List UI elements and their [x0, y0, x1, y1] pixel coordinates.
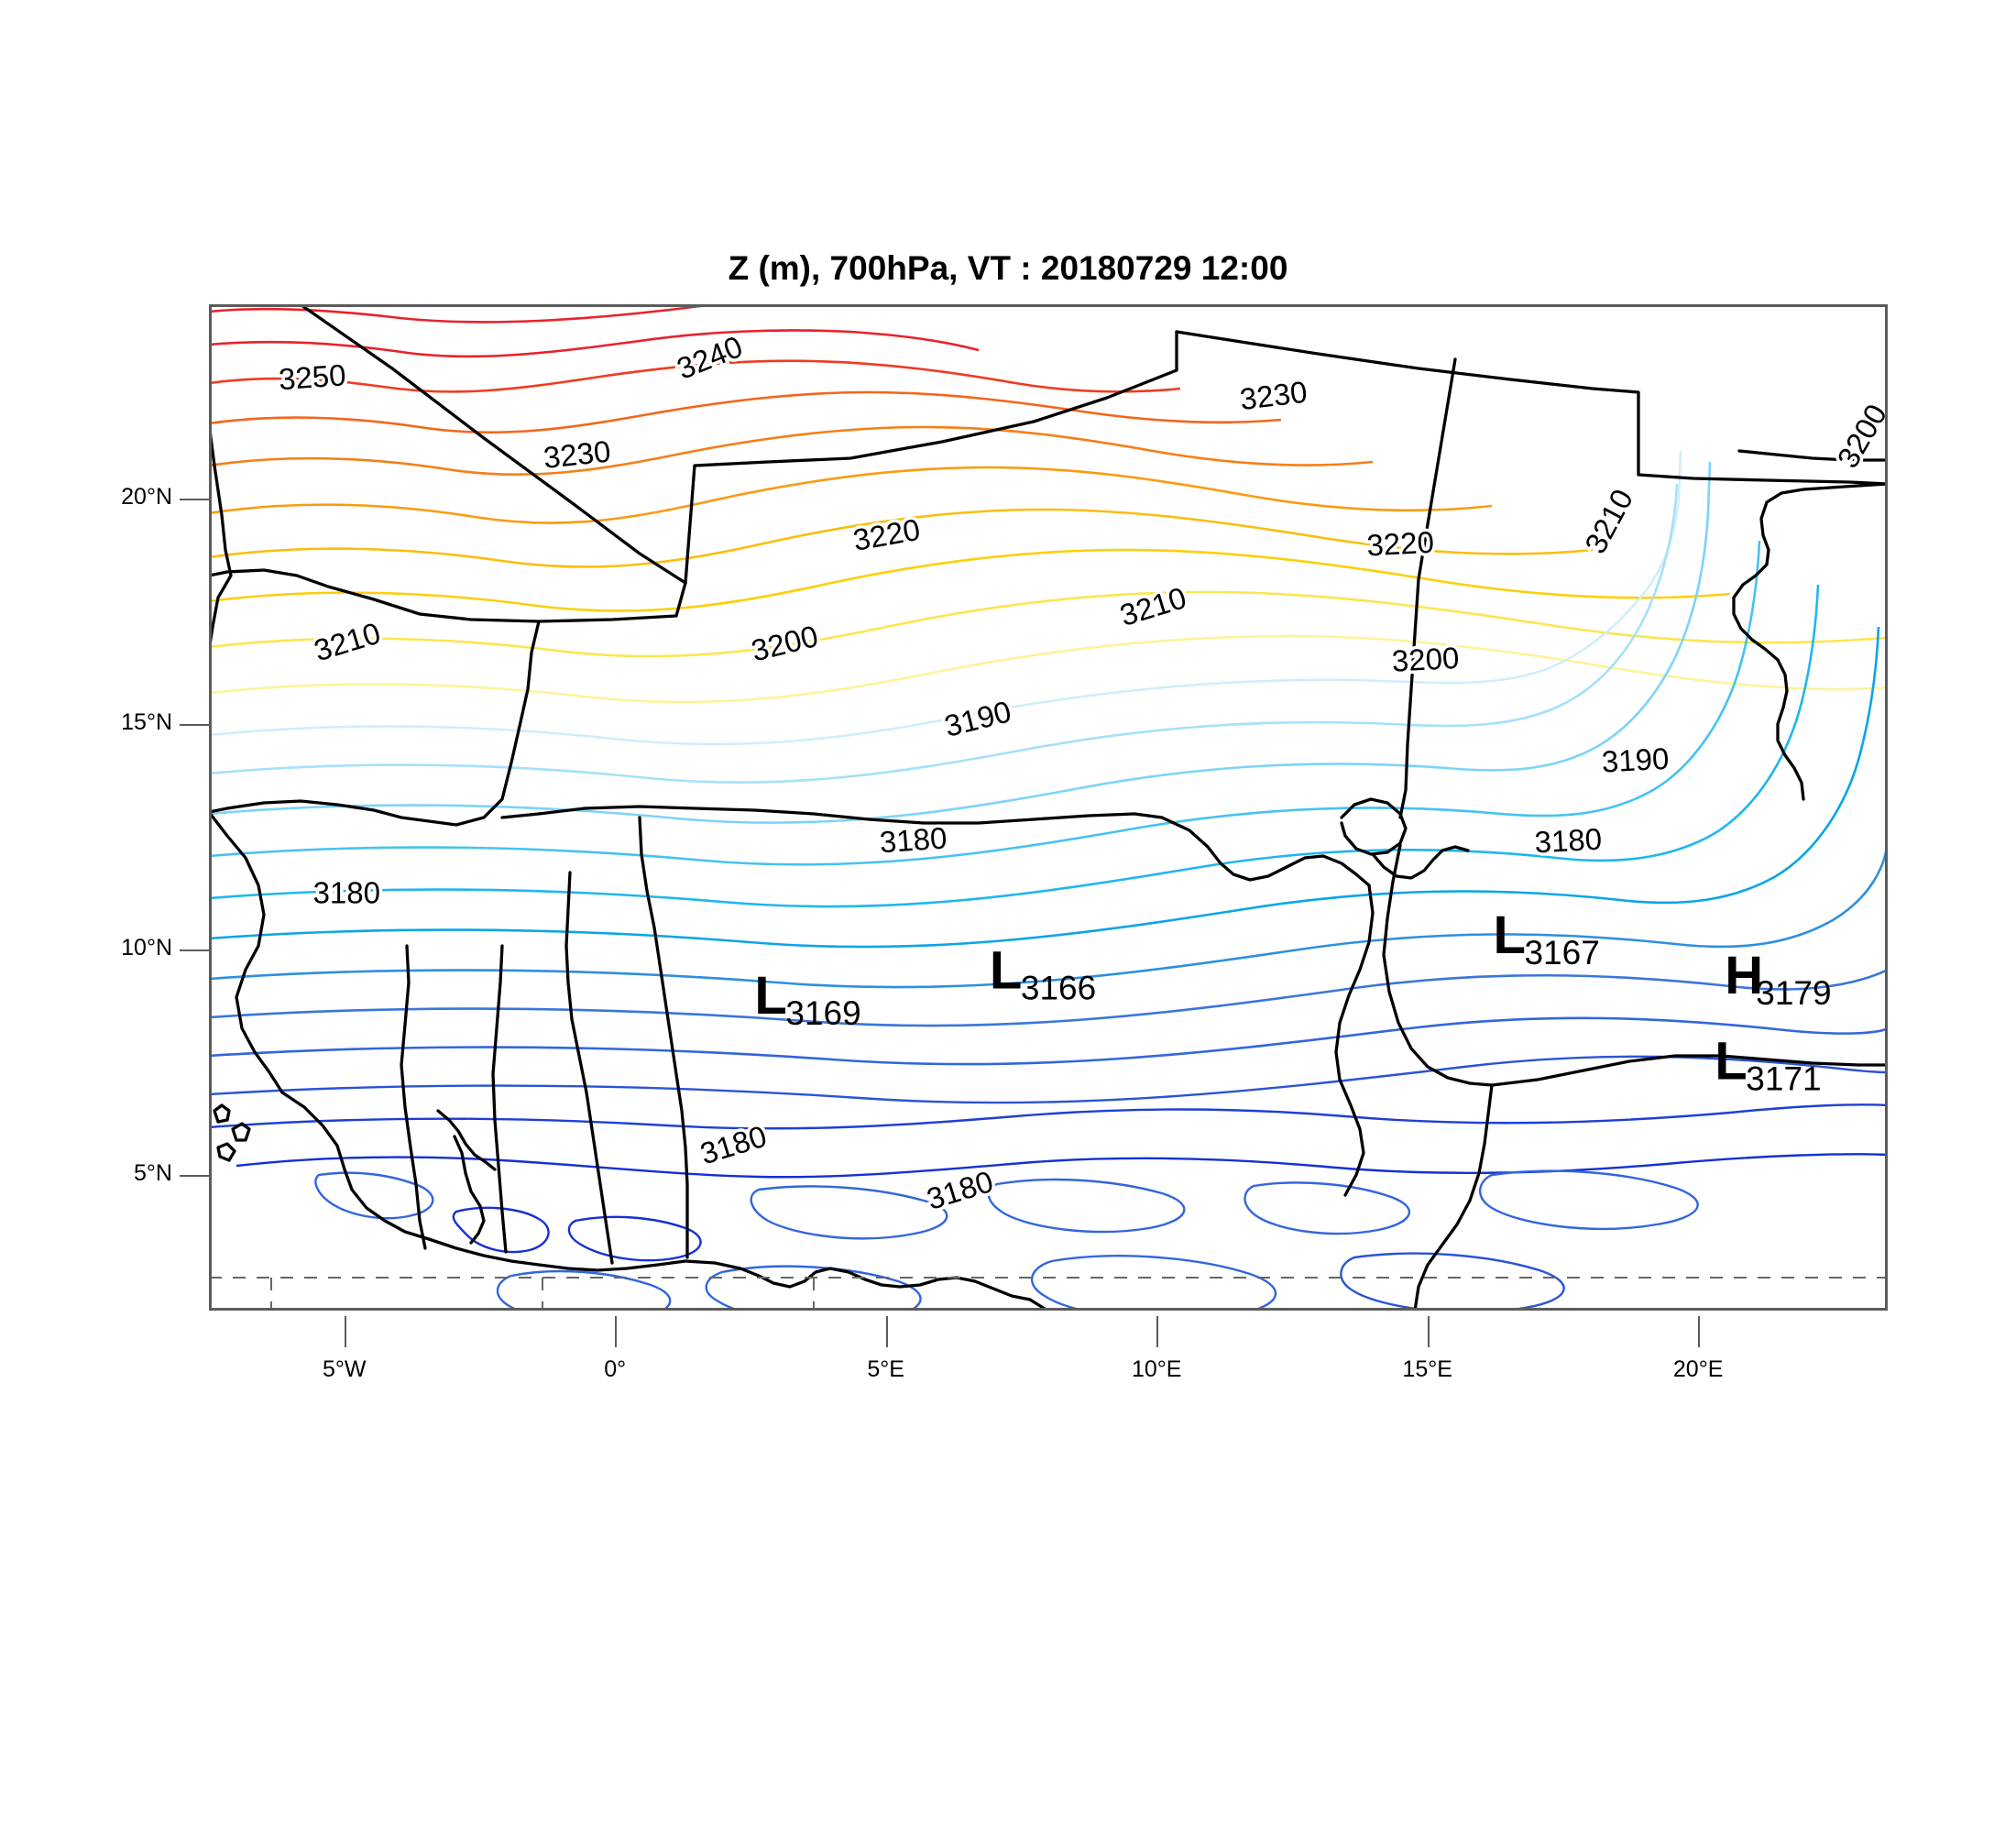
contour-lines-deep: [209, 1055, 1888, 1311]
svg-text:3180: 3180: [879, 820, 948, 859]
pressure-center-value: 3166: [1021, 970, 1096, 1007]
y-tick-label: 20°N: [121, 483, 172, 510]
pressure-center-value: 3171: [1746, 1059, 1821, 1097]
pressure-center-value: 3167: [1524, 934, 1599, 971]
svg-text:3200: 3200: [1391, 641, 1460, 678]
contour-label: 3200: [1391, 641, 1460, 678]
y-tick-mark: [180, 1175, 211, 1178]
page-title: Z (m), 700hPa, VT : 20180729 12:00: [728, 249, 1288, 287]
x-tick-label: 5°W: [322, 1356, 367, 1382]
x-tick-mark: [1427, 1316, 1430, 1347]
x-tick-label: 0°: [604, 1356, 627, 1382]
pressure-center-symbol: L: [754, 966, 786, 1026]
gridlines-lower: [209, 1277, 1888, 1311]
contour-label: 3230: [1238, 375, 1309, 417]
x-tick-mark: [1698, 1316, 1701, 1347]
svg-text:3180: 3180: [313, 875, 380, 909]
y-tick-label: 10°N: [121, 935, 172, 961]
y-tick-label: 15°N: [121, 708, 172, 735]
pressure-center-value: 3169: [785, 994, 860, 1032]
y-tick-mark: [180, 723, 211, 726]
svg-text:3250: 3250: [278, 357, 347, 396]
svg-text:3190: 3190: [1601, 741, 1670, 779]
svg-text:3230: 3230: [542, 434, 612, 474]
pressure-center-symbol: L: [990, 941, 1022, 1001]
contour-label: 3190: [1601, 741, 1670, 779]
svg-text:3220: 3220: [1366, 525, 1435, 563]
contour-lines-cool: [209, 450, 1888, 1066]
contour-label: 3250: [278, 357, 347, 396]
y-tick-mark: [180, 498, 211, 500]
contour-label: 3180: [1534, 822, 1603, 860]
x-tick-label: 5°E: [867, 1356, 904, 1382]
contour-label: 3180: [313, 875, 380, 909]
x-tick-label: 15°E: [1402, 1356, 1452, 1382]
contour-label: 3180: [879, 820, 948, 859]
plot-background: [209, 304, 1888, 1311]
svg-text:3180: 3180: [1534, 822, 1603, 860]
x-tick-mark: [615, 1316, 618, 1347]
plot-frame: [209, 304, 1888, 1311]
x-tick-mark: [1156, 1316, 1159, 1347]
pressure-center-value: 3179: [1756, 974, 1831, 1012]
x-tick-label: 20°E: [1672, 1356, 1724, 1382]
contour-lines-warm: [209, 304, 1888, 704]
pressure-center-symbol: L: [1493, 906, 1525, 965]
contour-label: 3220: [1366, 525, 1435, 563]
y-tick-mark: [180, 949, 211, 952]
x-tick-label: 10°E: [1131, 1356, 1182, 1382]
x-tick-mark: [885, 1316, 888, 1347]
x-tick-mark: [344, 1316, 346, 1347]
plot-area: 3250 3250 3240 3240 3230 3230 3230 3230 3220 3220…: [209, 304, 1888, 1311]
pressure-center-symbol: H: [1725, 946, 1763, 1005]
y-tick-label: 5°N: [134, 1160, 172, 1187]
pressure-center-symbol: L: [1715, 1031, 1747, 1091]
contour-label: 3230: [542, 434, 612, 474]
